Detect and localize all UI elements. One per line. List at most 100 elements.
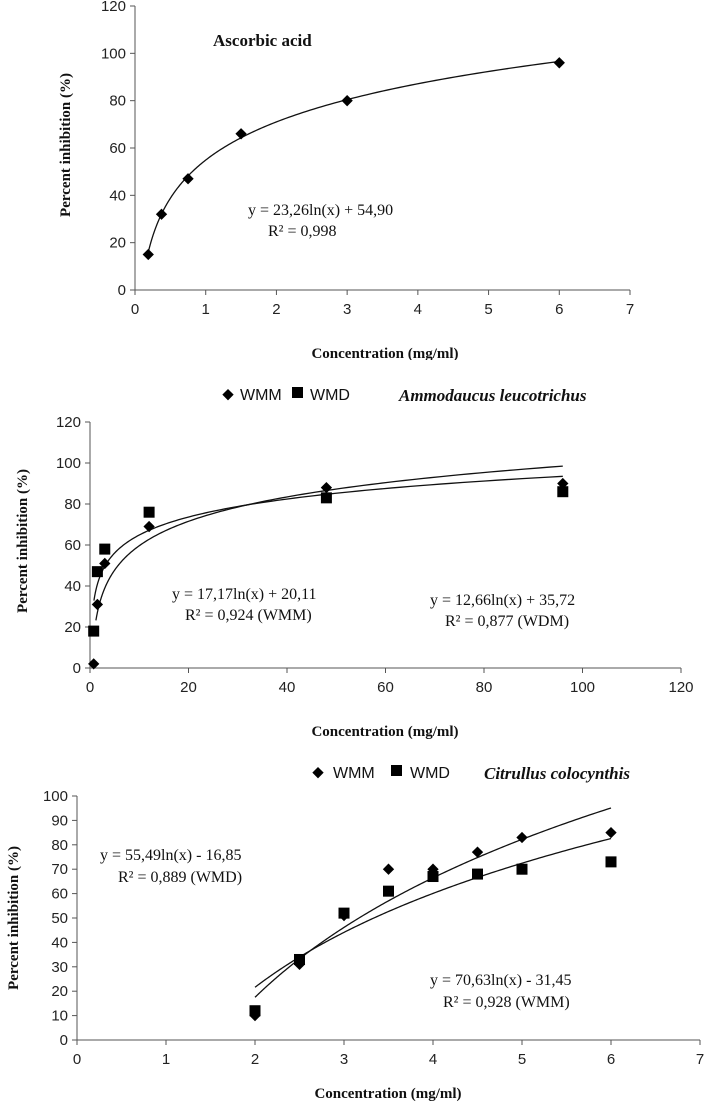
plot-curves: [147, 60, 560, 252]
x-tick-label: 6: [607, 1051, 615, 1068]
trend-r2-wmm: R² = 0,924 (WMM): [185, 607, 312, 624]
data-point-square: [383, 885, 394, 897]
data-point-square: [605, 856, 617, 868]
plot-marks: [88, 477, 569, 670]
trend-equation-wmd: y = 55,49ln(x) - 16,85: [100, 847, 241, 864]
data-point-diamond: [235, 128, 247, 140]
x-tick-label: 7: [696, 1051, 704, 1068]
data-point-square: [338, 907, 350, 919]
y-tick-label: 0: [73, 660, 81, 677]
plot-marks: [142, 57, 565, 261]
data-point-diamond: [553, 57, 565, 69]
y-tick-label: 120: [101, 0, 126, 15]
x-axis-ticks: 0 1 2 3 4 5 6 7: [131, 290, 634, 318]
data-point-square: [249, 1005, 261, 1017]
x-tick-label: 3: [340, 1051, 348, 1068]
trendline-1: [93, 475, 563, 601]
x-tick-label: 5: [484, 301, 492, 318]
data-point-square: [88, 625, 100, 637]
data-point-square: [516, 863, 528, 875]
data-point-diamond: [155, 208, 168, 220]
data-point-square: [91, 566, 103, 578]
x-tick-label: 4: [414, 301, 422, 318]
y-tick-label: 40: [51, 934, 68, 951]
x-tick-label: 7: [626, 301, 634, 318]
y-tick-label: 20: [51, 983, 68, 1000]
trend-equation-wmm: y = 70,63ln(x) - 31,45: [430, 972, 571, 989]
x-axis-title: Concentration (mg/ml): [311, 724, 458, 740]
legend: WMM WMD: [312, 765, 450, 782]
trend-equation-wmm: y = 17,17ln(x) + 20,11: [172, 586, 317, 603]
data-point-diamond: [341, 95, 353, 107]
x-tick-label: 0: [131, 301, 139, 318]
y-tick-label: 30: [51, 959, 68, 976]
y-tick-label: 50: [51, 910, 68, 927]
legend-wmd-square: [391, 765, 402, 776]
y-axis-ticks: 0 20 40 60 80 100 120: [101, 0, 135, 299]
y-tick-label: 120: [56, 414, 81, 431]
x-tick-label: 120: [668, 679, 693, 696]
trend-r2-wmd: R² = 0,889 (WMD): [118, 869, 242, 886]
data-point-diamond: [142, 248, 154, 261]
x-tick-label: 4: [429, 1051, 437, 1068]
chart-title: Ascorbic acid: [213, 31, 312, 50]
trend-equation: y = 23,26ln(x) + 54,90: [248, 202, 393, 219]
data-point-diamond: [88, 658, 100, 670]
plot-curves: [93, 465, 563, 621]
y-axis-ticks: 0 20 40 60 80 100 120: [56, 414, 90, 677]
y-tick-label: 20: [109, 235, 126, 252]
y-tick-label: 100: [43, 788, 68, 805]
legend-wmm-diamond: [222, 389, 234, 401]
trend-equation-wdm: y = 12,66ln(x) + 35,72: [430, 592, 575, 609]
y-tick-label: 60: [51, 886, 68, 903]
species-title: Citrullus colocynthis: [484, 764, 630, 783]
x-tick-label: 100: [570, 679, 595, 696]
citrullus-chart: WMM WMD Citrullus colocynthis 0102030405…: [6, 764, 704, 1102]
y-tick-label: 100: [56, 455, 81, 472]
y-tick-label: 80: [109, 93, 126, 110]
x-tick-label: 20: [180, 679, 197, 696]
x-axis-title: Concentration (mg/ml): [311, 346, 458, 360]
x-tick-label: 6: [555, 301, 563, 318]
y-axis-title: Percent inhibition (%): [15, 469, 31, 613]
legend-wmm-label: WMM: [240, 387, 282, 404]
legend-wmd-label: WMD: [310, 387, 350, 404]
x-tick-label: 40: [279, 679, 296, 696]
x-tick-label: 0: [73, 1051, 81, 1068]
y-tick-label: 10: [51, 1008, 68, 1025]
legend-wmd-label: WMD: [410, 765, 450, 782]
y-axis-ticks: 0 10 20 30 40 50 60 70 80 90 100: [43, 788, 77, 1049]
data-point-square: [427, 871, 439, 883]
y-tick-label: 20: [64, 619, 81, 636]
data-point-square: [557, 486, 569, 498]
data-point-square: [99, 543, 111, 555]
trendline-0: [147, 60, 560, 252]
y-tick-label: 0: [118, 282, 126, 299]
legend-wmm-diamond: [312, 767, 324, 779]
trendline-0: [95, 465, 563, 621]
species-title: Ammodaucus leucotrichus: [398, 386, 587, 405]
data-point-diamond: [182, 173, 194, 185]
x-tick-label: 1: [162, 1051, 170, 1068]
trendline-1: [254, 837, 612, 988]
legend: WMM WMD: [222, 387, 350, 404]
data-point-diamond: [143, 520, 155, 533]
data-point-square: [143, 506, 155, 518]
y-tick-label: 0: [60, 1032, 68, 1049]
y-axis-title: Percent inhibition (%): [6, 846, 22, 990]
y-tick-label: 100: [101, 45, 126, 62]
plot-curves: [254, 807, 612, 998]
data-point-diamond: [382, 863, 395, 875]
trend-r2: R² = 0,998: [268, 223, 337, 240]
y-tick-label: 60: [109, 140, 126, 157]
legend-wmm-label: WMM: [333, 765, 375, 782]
legend-wmd-square: [292, 387, 303, 398]
x-tick-label: 2: [272, 301, 280, 318]
y-tick-label: 40: [109, 187, 126, 204]
ascorbic-acid-chart: 0 20 40 60 80 100 120 0 1 2 3 4 5 6 7 Ascorbic acid y…: [58, 0, 634, 360]
y-tick-label: 60: [64, 537, 81, 554]
data-point-square: [294, 953, 305, 965]
ammodaucus-chart: WMM WMD Ammodaucus leucotrichus 0 20 40 60 8…: [15, 386, 694, 740]
plot-marks: [249, 826, 617, 1022]
x-tick-label: 3: [343, 301, 351, 318]
